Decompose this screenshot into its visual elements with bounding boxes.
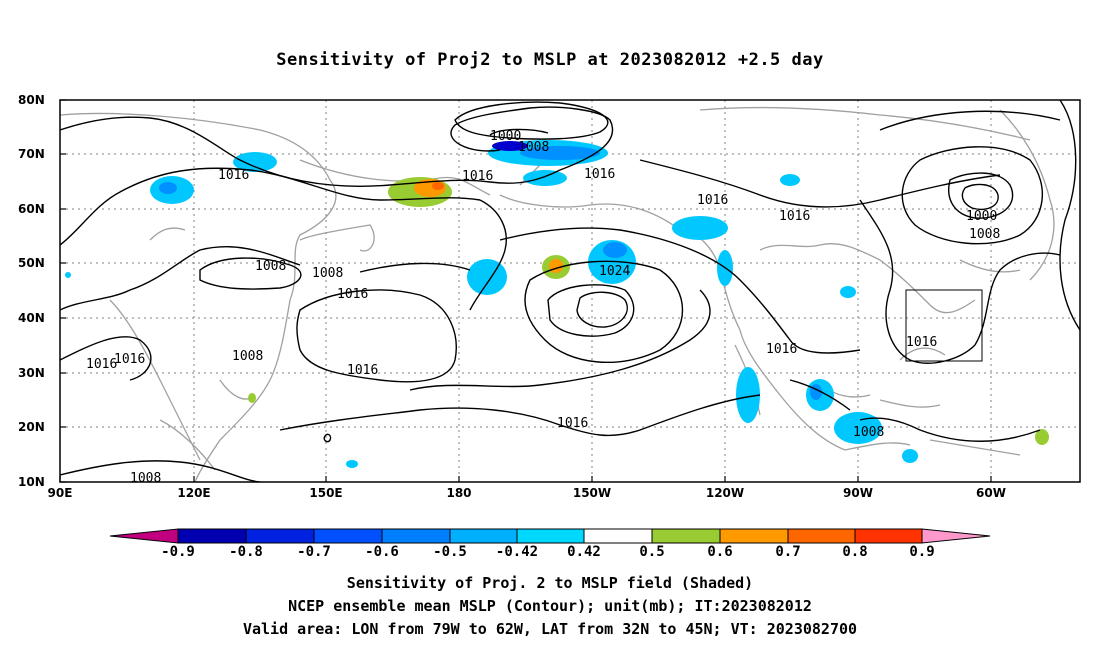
colorbar [109, 528, 991, 544]
contour-label: 1008 [130, 471, 161, 486]
contour-label: 1016 [557, 416, 588, 431]
lon-label: 60W [976, 486, 1006, 500]
mslp-contours [60, 100, 1080, 482]
colorbar-label: -0.42 [495, 544, 539, 560]
map-plot-area: 1000 1008 1016 1016 1016 1016 1016 1000 … [60, 100, 1080, 486]
contour-label: 1008 [853, 425, 884, 440]
colorbar-label: 0.42 [567, 544, 601, 560]
colorbar-cell [449, 528, 518, 544]
figure-title: Sensitivity of Proj2 to MSLP at 20230820… [276, 50, 824, 70]
lat-label: 50N [18, 256, 45, 270]
caption-shaded: Sensitivity of Proj. 2 to MSLP field (Sh… [346, 574, 754, 592]
colorbar-label: 0.9 [909, 544, 935, 560]
contour-label: 1008 [232, 349, 263, 364]
lon-label: 150E [309, 486, 343, 500]
lat-label: 80N [18, 93, 45, 107]
lon-label: 90E [47, 486, 73, 500]
contour-label: 1016 [766, 342, 797, 357]
contour-label: 1016 [462, 169, 493, 184]
contour-label: 1016 [347, 363, 378, 378]
colorbar-cell [854, 528, 923, 544]
contour-label: 1008 [969, 227, 1000, 242]
contour-label: 1016 [86, 357, 117, 372]
lat-label: 10N [18, 475, 45, 489]
lat-label: 40N [18, 311, 45, 325]
contour-label: 1016 [906, 335, 937, 350]
axis-ticks [59, 99, 992, 483]
colorbar-label: -0.7 [297, 544, 331, 560]
lon-label: 150W [572, 486, 612, 500]
colorbar-cell [245, 528, 315, 544]
map-frame [59, 99, 1081, 483]
sensitivity-shading [65, 140, 1049, 468]
colorbar-label: 0.8 [842, 544, 868, 560]
colorbar-cell [921, 528, 991, 544]
contour-label: 1008 [255, 259, 286, 274]
colorbar-cell [583, 528, 653, 544]
contour-label: 1016 [218, 168, 249, 183]
contour-label: 1016 [779, 209, 810, 224]
colorbar-label: 0.5 [639, 544, 665, 560]
colorbar-label: -0.8 [229, 544, 263, 560]
lon-label: 180 [446, 486, 472, 500]
colorbar-cell [109, 528, 179, 544]
caption-contour: NCEP ensemble mean MSLP (Contour); unit(… [288, 597, 812, 615]
contour-label: 1008 [518, 140, 549, 155]
colorbar-cell [381, 528, 451, 544]
colorbar-label: -0.5 [433, 544, 467, 560]
contour-label: 1016 [697, 193, 728, 208]
caption-valid-area: Valid area: LON from 79W to 62W, LAT fro… [242, 620, 858, 638]
lat-label: 60N [18, 202, 45, 216]
contour-labels: 1000 1008 1016 1016 1016 1016 1016 1000 … [86, 129, 1000, 486]
colorbar-label: 0.6 [707, 544, 733, 560]
lon-label: 120E [177, 486, 211, 500]
colorbar-cell [313, 528, 383, 544]
contour-label: 1000 [490, 129, 521, 144]
colorbar-cell [516, 528, 585, 544]
lat-label: 30N [18, 366, 45, 380]
contour-label: 1000 [966, 209, 997, 224]
lat-label: 20N [18, 420, 45, 434]
lon-label: 90W [843, 486, 873, 500]
colorbar-label: -0.9 [161, 544, 195, 560]
colorbar-cell [177, 528, 247, 544]
colorbar-cell [719, 528, 789, 544]
contour-label: 1024 [599, 264, 630, 279]
contour-label: 1016 [584, 167, 615, 182]
contour-label: 1016 [337, 287, 368, 302]
colorbar-label: 0.7 [775, 544, 801, 560]
valid-area-box [905, 289, 983, 362]
colorbar-cell [787, 528, 856, 544]
colorbar-cell [651, 528, 721, 544]
contour-label: 1016 [114, 352, 145, 367]
contour-label: 1008 [312, 266, 343, 281]
colorbar-label: -0.6 [365, 544, 399, 560]
lon-label: 120W [705, 486, 745, 500]
lat-label: 70N [18, 147, 45, 161]
